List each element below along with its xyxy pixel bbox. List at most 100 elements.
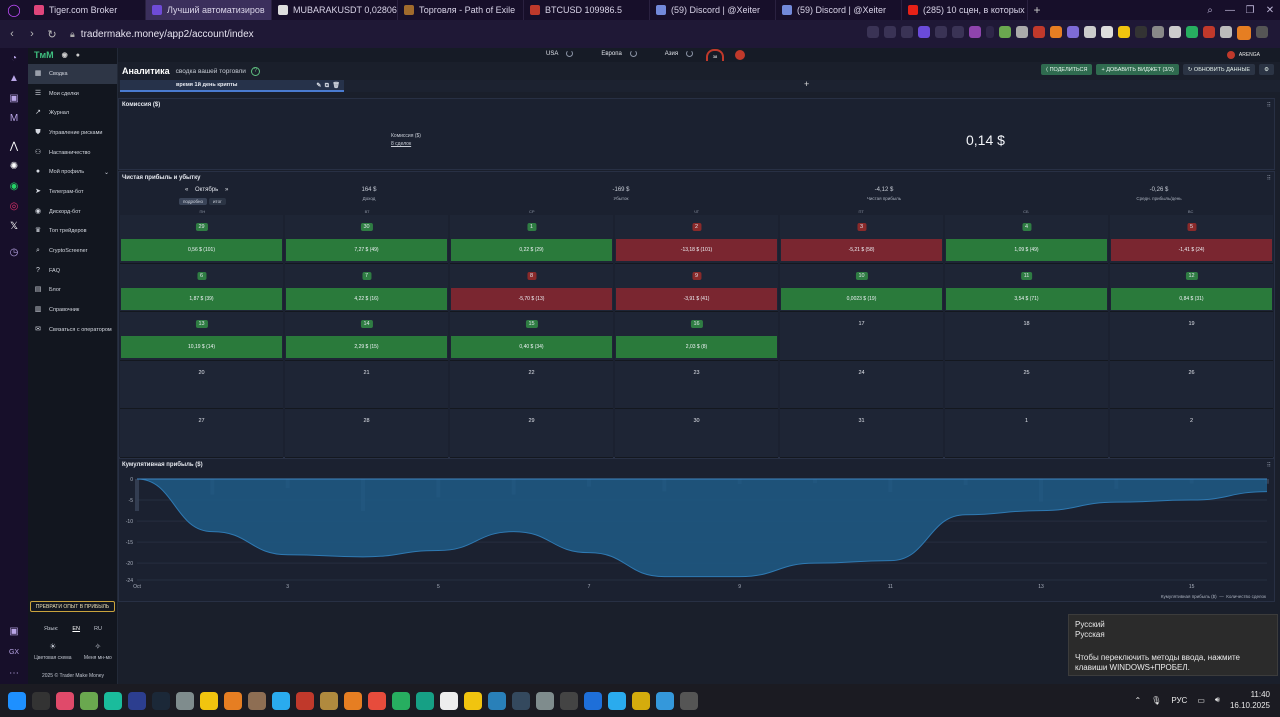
settings-dot-icon[interactable]: ● — [75, 51, 80, 59]
prev-month-icon[interactable]: « — [185, 187, 189, 193]
calendar-day[interactable]: 8 -5,70 $ (13) — [450, 263, 613, 312]
app-icon[interactable] — [368, 691, 386, 710]
calendar-day[interactable]: 29 0,56 $ (101) — [120, 215, 283, 264]
arc-icon[interactable]: ⋀ — [9, 140, 19, 152]
lang-ru-button[interactable]: RU — [94, 626, 102, 632]
browser-tab[interactable]: (59) Discord | @Xeiter — [776, 0, 902, 20]
app-icon[interactable] — [656, 691, 674, 710]
app-icon[interactable] — [464, 691, 482, 710]
extension-icon[interactable] — [1101, 26, 1113, 38]
notifications-icon[interactable] — [735, 50, 745, 60]
extension-icon[interactable] — [884, 26, 896, 38]
telegram-icon[interactable] — [272, 691, 290, 710]
user-chip[interactable]: ARENGA — [1226, 51, 1260, 59]
twitch-icon[interactable]: ▣ — [9, 92, 19, 104]
close-icon[interactable]: ✕ — [1265, 4, 1275, 16]
calendar-day[interactable]: 5 -1,41 $ (24) — [1110, 215, 1273, 264]
gx-corner-icon[interactable]: ▣ — [9, 625, 19, 637]
menu-icon[interactable] — [1256, 26, 1268, 38]
calendar-day[interactable]: 30 7,27 $ (49) — [285, 215, 448, 264]
gx-icon[interactable]: GX — [8, 648, 20, 656]
sidebar-item-chart[interactable]: ↗ Журнал — [28, 103, 117, 123]
ime-toast[interactable]: Русский Русская Чтобы переключить методы… — [1068, 614, 1278, 676]
calculator-icon[interactable] — [176, 691, 194, 710]
calendar-day[interactable]: 23 — [615, 360, 778, 409]
market-session[interactable]: Азия — [665, 50, 694, 57]
sidebar-item-list[interactable]: ☰ Мои сделки — [28, 84, 117, 104]
extension-icon[interactable] — [901, 26, 913, 38]
history-icon[interactable]: ◷ — [9, 246, 19, 258]
chatgpt-icon[interactable]: ✺ — [9, 160, 19, 172]
browser-tab[interactable]: MUBARAKUSDT 0,02806 — [272, 0, 398, 20]
calendar-day[interactable]: 6 1,87 $ (39) — [120, 263, 283, 312]
calendar-day[interactable]: 9 -3,91 $ (41) — [615, 263, 778, 312]
extension-icon[interactable] — [1135, 26, 1147, 38]
next-month-icon[interactable]: » — [224, 187, 229, 193]
chrome-icon[interactable] — [392, 691, 410, 710]
market-session[interactable]: USA — [546, 50, 574, 57]
browser-tab[interactable]: (59) Discord | @Xeiter — [650, 0, 776, 20]
tmm-logo-icon[interactable]: TᴍM — [34, 50, 54, 60]
sidebar-item-users[interactable]: ⚇ Наставничество — [28, 143, 117, 163]
sidebar-item-discord[interactable]: ◉ Дискорд-бот — [28, 202, 117, 222]
messenger-icon[interactable]: M — [9, 112, 19, 124]
mode-total-button[interactable]: итог — [209, 198, 226, 205]
fear-greed-gauge[interactable]: 38 — [706, 49, 724, 61]
extension-icon[interactable] — [1050, 26, 1062, 38]
explorer-icon[interactable] — [200, 691, 218, 710]
calendar-day[interactable]: 19 — [1110, 312, 1273, 361]
extension-icon[interactable] — [999, 26, 1011, 38]
extension-icon[interactable] — [1067, 26, 1079, 38]
sidebar-item-chat[interactable]: ✉ Связаться с оператором — [28, 320, 117, 340]
eye-icon[interactable]: ◉ — [61, 52, 68, 59]
calendar-day[interactable]: 17 — [780, 312, 943, 361]
x-icon[interactable]: 𝕏 — [9, 220, 19, 232]
extension-icon[interactable] — [1220, 26, 1232, 38]
search-icon[interactable]: ⌕ — [1207, 4, 1213, 16]
app-icon[interactable] — [584, 691, 602, 710]
input-language[interactable]: РУС — [1171, 695, 1188, 705]
extension-icon[interactable] — [1016, 26, 1028, 38]
calendar-day[interactable]: 2 -13,18 $ (101) — [615, 215, 778, 264]
lang-en-button[interactable]: EN — [72, 626, 81, 632]
legend-trade-count[interactable]: Количество сделок — [1226, 594, 1266, 599]
extension-icon[interactable] — [1152, 26, 1164, 38]
calendar-day[interactable]: 16 2,03 $ (8) — [615, 312, 778, 361]
drag-handle-icon[interactable]: ⠿ — [1266, 463, 1271, 469]
instagram-icon[interactable]: ◎ — [9, 200, 19, 212]
sidebar-item-telegram[interactable]: ➤ Телеграм-бот — [28, 182, 117, 202]
app-icon[interactable] — [128, 691, 146, 710]
add-tab-button[interactable]: + — [804, 79, 810, 89]
market-session[interactable]: Европа — [601, 50, 637, 57]
calendar-day[interactable]: 24 — [780, 360, 943, 409]
drag-handle-icon[interactable]: ⠿ — [1266, 176, 1271, 182]
calendar-day[interactable]: 4 1,09 $ (49) — [945, 215, 1108, 264]
app-icon[interactable] — [608, 691, 626, 710]
sidebar-item-shield[interactable]: ⛊ Управление рисками — [28, 123, 117, 143]
drag-handle-icon[interactable]: ⠿ — [1266, 103, 1271, 109]
calendar-day[interactable]: 28 — [285, 409, 448, 458]
dashboard-tab[interactable]: время 1й день крипты ✎ ⧉ 🗑︎ — [120, 80, 344, 92]
mode-detail-button[interactable]: подробно — [179, 198, 208, 205]
trash-icon[interactable]: 🗑︎ — [332, 83, 340, 89]
sidebar-item-faq[interactable]: ? FAQ — [28, 261, 117, 281]
app-icon[interactable] — [488, 691, 506, 710]
calendar-day[interactable]: 11 3,54 $ (71) — [945, 263, 1108, 312]
app-icon[interactable] — [416, 691, 434, 710]
windows-start-icon[interactable] — [8, 691, 26, 710]
whatsapp-icon[interactable]: ◉ — [9, 180, 19, 192]
extension-icon[interactable] — [1118, 26, 1130, 38]
calendar-day[interactable]: 18 — [945, 312, 1108, 361]
sidebar-item-book[interactable]: ▥ Справочник — [28, 300, 117, 320]
edit-icon[interactable]: ✎ — [316, 83, 322, 89]
app-icon[interactable] — [32, 691, 50, 710]
calendar-day[interactable]: 29 — [450, 409, 613, 458]
app-icon[interactable] — [632, 691, 650, 710]
sidebar-item-top[interactable]: ♛ Топ трейдеров — [28, 222, 117, 242]
calendar-day[interactable]: 30 — [615, 409, 778, 458]
extension-icon[interactable] — [1169, 26, 1181, 38]
app-icon[interactable] — [560, 691, 578, 710]
sidebar-item-blog[interactable]: ▤ Блог — [28, 281, 117, 301]
calendar-day[interactable]: 27 — [120, 409, 283, 458]
copy-icon[interactable]: ⧉ — [324, 83, 330, 89]
